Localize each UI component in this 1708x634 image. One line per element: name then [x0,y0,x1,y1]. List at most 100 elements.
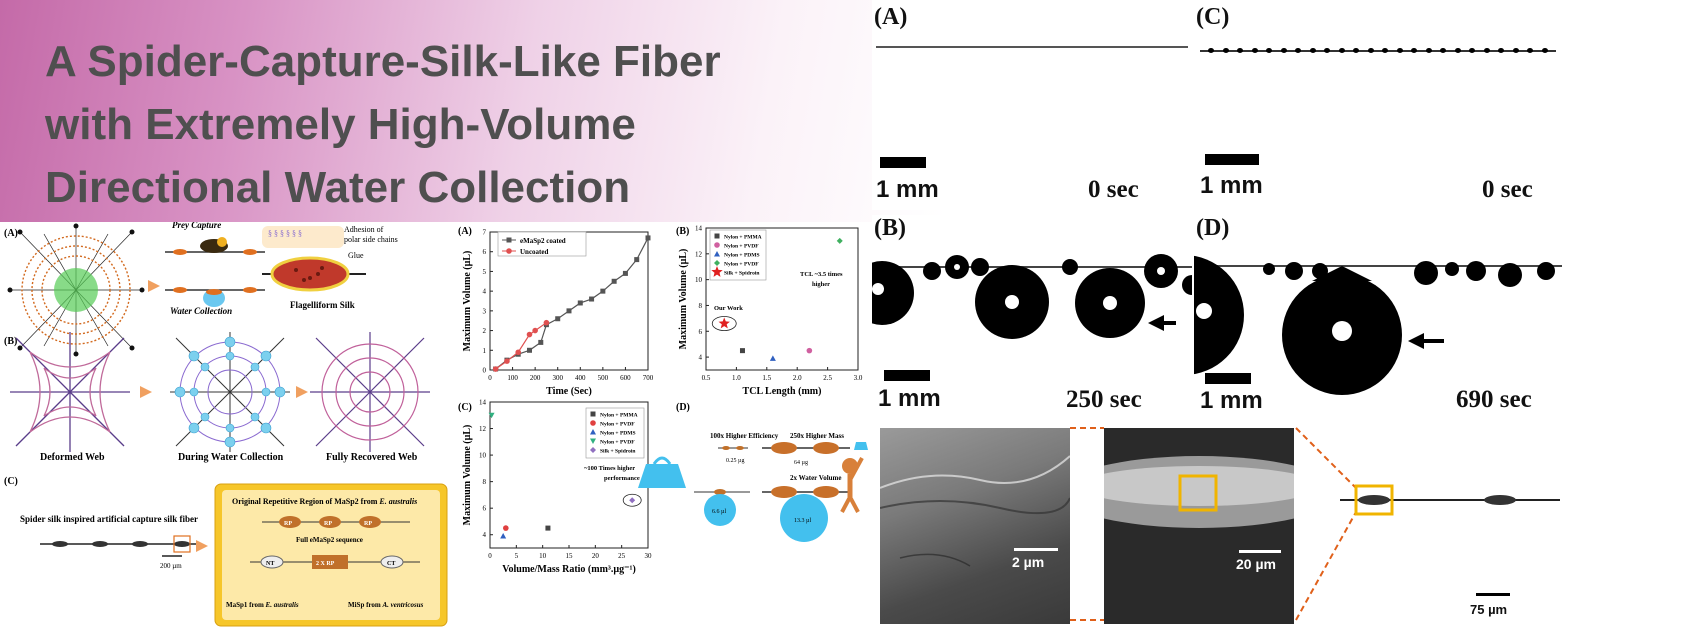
annotation: performance [604,475,640,482]
y-tick-label: 6 [483,248,487,256]
y-tick-label: 6 [699,328,703,336]
legend-label: Nylon + PVDF [724,244,759,250]
y-tick-label: 4 [483,531,487,539]
label-b: (B) [4,336,17,347]
droplet-dot [1425,48,1432,53]
droplet-dot [1512,48,1519,53]
flagelliform-label: Flagelliform Silk [290,300,355,310]
highlight-ellipse [622,493,642,507]
mass-label: 250x Higher Mass [790,432,844,440]
droplet-dot [1527,48,1533,53]
masp1-label: MaSp1 from E. australis [226,601,299,609]
sem-connectors [1070,427,1560,621]
glue-droplet-illustration: § § § § § § [262,226,366,292]
x-tick-label: 0 [488,374,492,382]
x-tick-label: 200 [530,374,541,382]
data-point [488,412,495,419]
photo-d-label: (D) [1196,215,1230,241]
chart-d-label: (D) [676,402,690,413]
y-tick-label: 5 [483,268,487,276]
sem-image-2: 20 µm [1104,428,1294,624]
data-point [718,317,730,329]
y-tick-label: 8 [699,302,703,310]
arrow [148,280,160,292]
legend-marker [590,420,596,426]
sem-scale-label-2: 20 µm [1236,556,1276,572]
legend-marker [590,438,596,444]
droplet-dot [1367,48,1374,53]
highlight-ellipse [711,316,737,331]
x-tick-label: 10 [539,552,547,560]
data-point [769,355,776,361]
plot-frame [705,227,859,371]
y-tick-label: 6 [483,505,487,513]
label-c: (C) [4,476,18,487]
droplet-dot [1454,48,1461,53]
y-axis-label: Maximum Volume (µL) [462,425,473,526]
sem-scale-bar-2 [1239,550,1281,553]
volume-label: 2x Water Volume [790,474,841,482]
droplet-dot [1353,48,1359,53]
droplet-dot [1498,48,1504,53]
x-tick-label: 600 [620,374,631,382]
data-point [600,288,606,294]
charts-svg: (A) (B) (C) (D) 0 100 200 300 400 500 600 70001… [458,225,868,575]
x-tick-label: 100 [507,374,518,382]
y-tick-label: 10 [479,452,487,460]
y-tick-label: 14 [695,225,703,233]
droplet-dot [1541,48,1548,53]
droplet-dot [1396,48,1403,53]
deformed-web [10,332,130,452]
chart-a: 0 100 200 300 400 500 600 700 0 1 2 3 4 5 6 7 Time (Sec)… [462,229,654,398]
glue-label: Glue [348,251,364,260]
x-tick-label: 0 [488,552,492,560]
droplet-dot [1280,48,1287,53]
droplet-dot [1309,48,1316,53]
annotation: higher [812,281,830,288]
droplet-dot [1440,48,1446,53]
legend-label: Nylon + PMMA [724,235,762,241]
legend-box [497,231,587,257]
full-sequence-label: Full eMaSp2 sequence [296,536,363,544]
x-tick-label: 0.5 [702,374,711,382]
label-a: (A) [4,228,18,239]
x-tick-label: 300 [552,374,563,382]
svg-text:RP: RP [324,521,332,527]
data-point [500,533,507,539]
scale-label-a: 1 mm [876,176,939,203]
droplet-dot [1324,48,1330,53]
schematic-figure: (A) Prey Capture Water Collection § § § … [0,220,450,629]
data-point [555,316,561,322]
data-point [836,237,843,244]
legend-marker [714,233,720,239]
legend-marker [506,248,512,254]
legend-label: Uncoated [520,248,548,256]
scale-bar-b [884,370,930,381]
legend-label: Silk + Spidroin [724,271,759,277]
time-label-d: 690 sec [1456,386,1532,413]
data-point [527,347,532,353]
y-tick-label: 12 [695,250,703,258]
y-tick-label: 2 [483,327,487,335]
data-point [515,349,522,356]
x-tick-label: 1.0 [732,374,741,382]
photo-b-label: (B) [874,215,906,241]
droplet-dot [1251,48,1258,53]
data-point [611,278,617,284]
legend-marker [590,429,596,435]
svg-text:RP: RP [364,521,372,527]
droplet-dot [1411,48,1417,53]
prey-capture-label: Prey Capture [172,222,221,230]
data-point [543,319,550,326]
data-point [739,348,745,354]
chart-a-label: (A) [458,226,472,237]
x-tick-label: 25 [618,552,626,560]
annotation: TCL ~3.5 times [800,271,843,278]
prey-silk-illustration [165,237,265,307]
chart-d-illustration: 100x Higher Efficiency 250x Higher Mass … [638,432,868,542]
efficiency-label: 100x Higher Efficiency [710,432,779,440]
legend-label: Nylon + PVDF [600,440,635,446]
legend-marker [711,266,723,277]
y-tick-label: 3 [483,307,487,315]
arrow [196,540,208,552]
